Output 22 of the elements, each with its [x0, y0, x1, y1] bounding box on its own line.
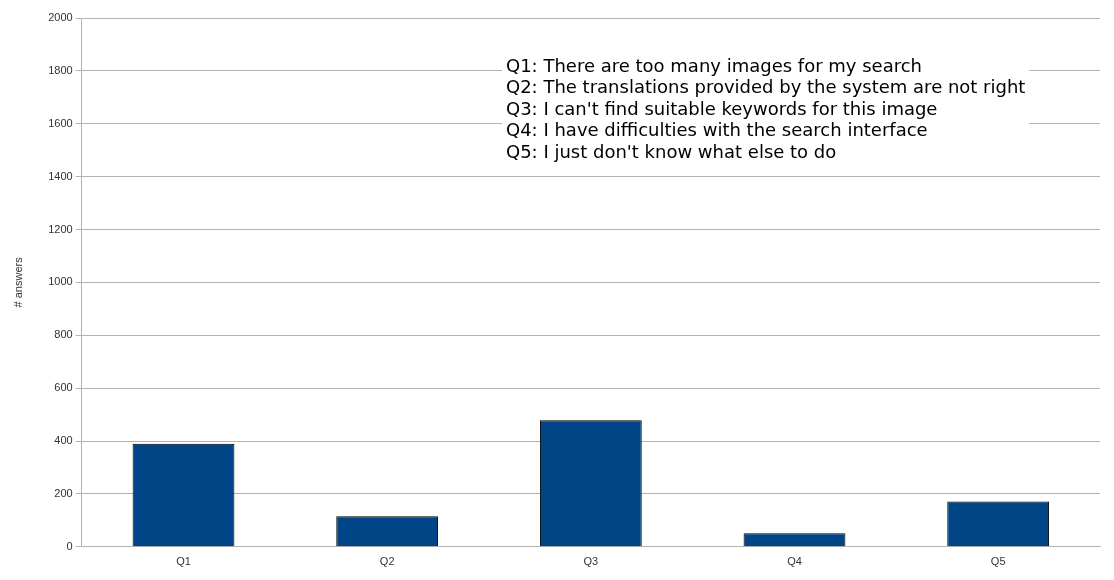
y-tick-label: 1600 — [48, 116, 73, 129]
annotation: Q5: I just don't know what else to do — [506, 140, 837, 162]
y-tick-label: 1000 — [48, 275, 73, 288]
y-tick-label: 0 — [66, 539, 73, 552]
x-tick-label: Q2 — [379, 555, 395, 568]
x-tick-label: Q1 — [176, 555, 191, 568]
x-tick-label: Q5 — [990, 555, 1006, 568]
y-tick-label: 1800 — [48, 63, 73, 76]
y-tick-label: 1400 — [48, 169, 73, 182]
y-tick-label: 1200 — [48, 222, 73, 235]
y-tick-label: 800 — [54, 328, 73, 341]
annotation: Q2: The translations provided by the system are not right — [506, 76, 1026, 98]
y-axis-title: # answers — [11, 256, 24, 308]
y-tick-label: 600 — [54, 381, 73, 394]
y-tick-label: 2000 — [48, 11, 73, 24]
y-tick-label: 400 — [54, 434, 73, 447]
annotation: Q1: There are too many images for my search — [506, 54, 923, 76]
annotation: Q4: I have difficulties with the search interface — [506, 119, 928, 141]
x-tick-label: Q4 — [787, 555, 802, 568]
annotation: Q3: I can't find suitable keywords for this image — [506, 97, 938, 119]
y-tick-label: 200 — [54, 486, 73, 499]
x-tick-label: Q3 — [583, 555, 599, 568]
